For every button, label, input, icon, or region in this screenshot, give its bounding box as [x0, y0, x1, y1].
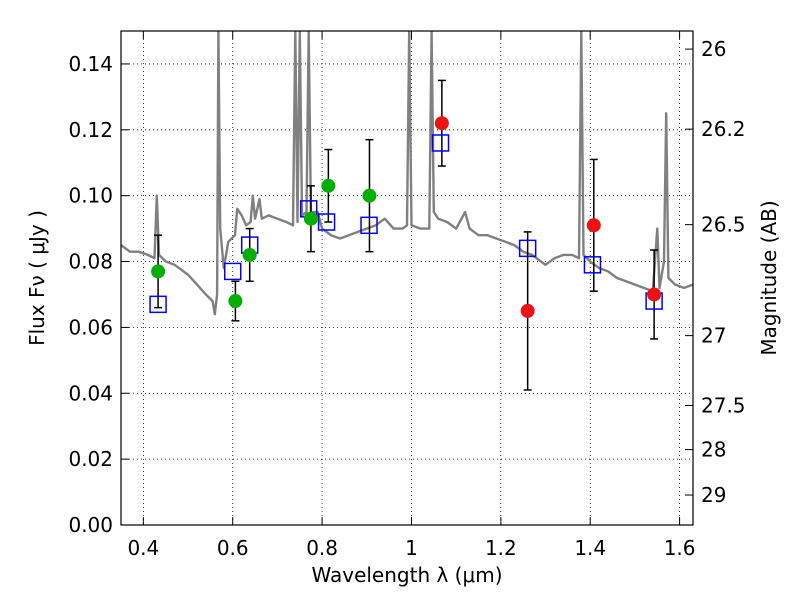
green-data-point	[362, 188, 377, 203]
green-data-point	[303, 211, 318, 226]
model-flux-square	[149, 295, 167, 314]
x-tick-label: 1.4	[574, 536, 606, 560]
model-flux-square	[223, 262, 242, 281]
y-tick-label: 0.08	[68, 250, 113, 274]
x-tick-label: 1.6	[664, 536, 696, 560]
right-tick-label: 26.2	[701, 117, 746, 141]
green-data-point	[228, 294, 243, 309]
plot-frame	[120, 30, 694, 526]
y-axis-ticks: 0.00 0.02 0.04 0.06 0.08 0.10 0.12 0.14	[68, 52, 129, 537]
green-data-point	[151, 264, 166, 279]
right-tick-label: 27	[701, 324, 726, 348]
right-axis-label: Magnitude (AB)	[757, 200, 781, 355]
red-data-point	[520, 303, 535, 318]
y-tick-label: 0.04	[68, 381, 113, 405]
model-spectrum-line	[121, 31, 693, 316]
right-tick-label: 26	[701, 37, 726, 61]
right-axis-ticks: 26 26.2 26.5 27 27.5 28 29	[685, 37, 746, 507]
y-tick-label: 0.06	[68, 315, 113, 339]
x-tick-label: 0.4	[127, 536, 159, 560]
x-axis-ticks: 0.4 0.6 0.8 1 1.2 1.4 1.6	[127, 31, 696, 560]
y-tick-label: 0.14	[68, 52, 113, 76]
model-spectrum	[121, 31, 693, 316]
green-data-point	[321, 178, 336, 193]
y-axis-label: Flux Fν ( μJy )	[25, 210, 49, 346]
model-flux-square	[360, 216, 378, 235]
x-axis-label: Wavelength λ (μm)	[311, 563, 502, 587]
model-flux-square	[431, 134, 450, 152]
y-tick-label: 0.12	[68, 118, 113, 142]
red-data-point	[586, 218, 601, 233]
red-data-point	[647, 287, 662, 302]
right-tick-label: 28	[701, 438, 726, 462]
data-markers	[149, 116, 663, 318]
green-data-point	[242, 247, 257, 262]
x-tick-label: 0.6	[217, 536, 249, 560]
red-data-point	[434, 116, 449, 131]
y-tick-label: 0.10	[68, 184, 113, 208]
x-tick-label: 1.2	[485, 536, 517, 560]
model-flux-square	[518, 239, 537, 258]
plot-background	[121, 31, 693, 525]
x-tick-label: 1	[405, 536, 418, 560]
model-flux-square	[317, 213, 336, 231]
y-tick-label: 0.02	[68, 447, 113, 471]
model-flux-square	[583, 256, 602, 274]
x-tick-label: 0.8	[306, 536, 338, 560]
right-tick-label: 29	[701, 483, 726, 507]
y-tick-label: 0.00	[68, 513, 113, 537]
right-tick-label: 26.5	[701, 213, 746, 237]
right-tick-label: 27.5	[701, 393, 746, 417]
